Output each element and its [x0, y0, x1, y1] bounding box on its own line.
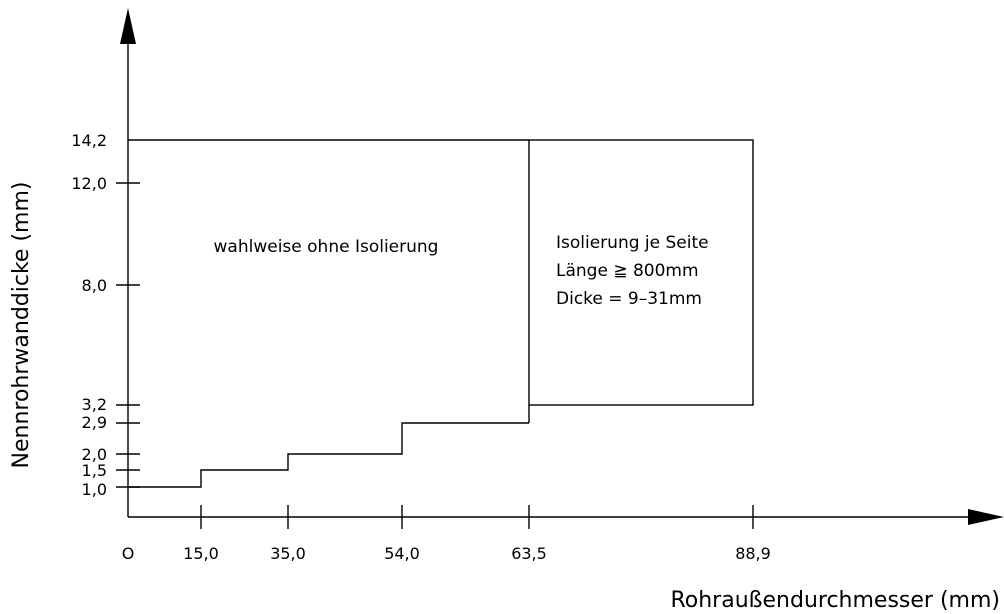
x-axis-title: Rohraußendurchmesser (mm) — [670, 588, 1000, 613]
y-axis-arrow-icon — [120, 8, 136, 44]
y-tick-label: 1,5 — [82, 461, 107, 480]
y-tick-marks — [116, 182, 140, 488]
y-tick-label: 12,0 — [71, 174, 107, 193]
y-tick-label: 3,2 — [82, 395, 107, 414]
origin-label: O — [122, 544, 135, 563]
x-tick-label: 15,0 — [183, 544, 219, 563]
x-tick-label: 63,5 — [511, 544, 547, 563]
y-axis-title: Nennrohrwanddicke (mm) — [9, 182, 34, 469]
y-tick-label: 2,9 — [82, 413, 107, 432]
y-tick-label: 2,0 — [82, 445, 107, 464]
region-right-line-3: Dicke = 9–31mm — [556, 289, 702, 309]
wall-thickness-step-line — [128, 422, 529, 488]
x-tick-marks — [200, 505, 754, 529]
y-tick-label: 8,0 — [82, 276, 107, 295]
region-left-text: wahlweise ohne Isolierung — [214, 237, 439, 257]
insulation-region-box — [528, 139, 754, 406]
region-right-line-1: Isolierung je Seite — [556, 233, 709, 253]
y-tick-label: 1,0 — [82, 480, 107, 499]
x-tick-label: 54,0 — [384, 544, 420, 563]
region-right-line-2: Länge ≧ 800mm — [556, 261, 699, 281]
x-tick-label: 35,0 — [270, 544, 306, 563]
x-axis-arrow-icon — [968, 509, 1004, 525]
y-tick-label: 14,2 — [71, 131, 107, 150]
x-tick-label: 88,9 — [735, 544, 771, 563]
